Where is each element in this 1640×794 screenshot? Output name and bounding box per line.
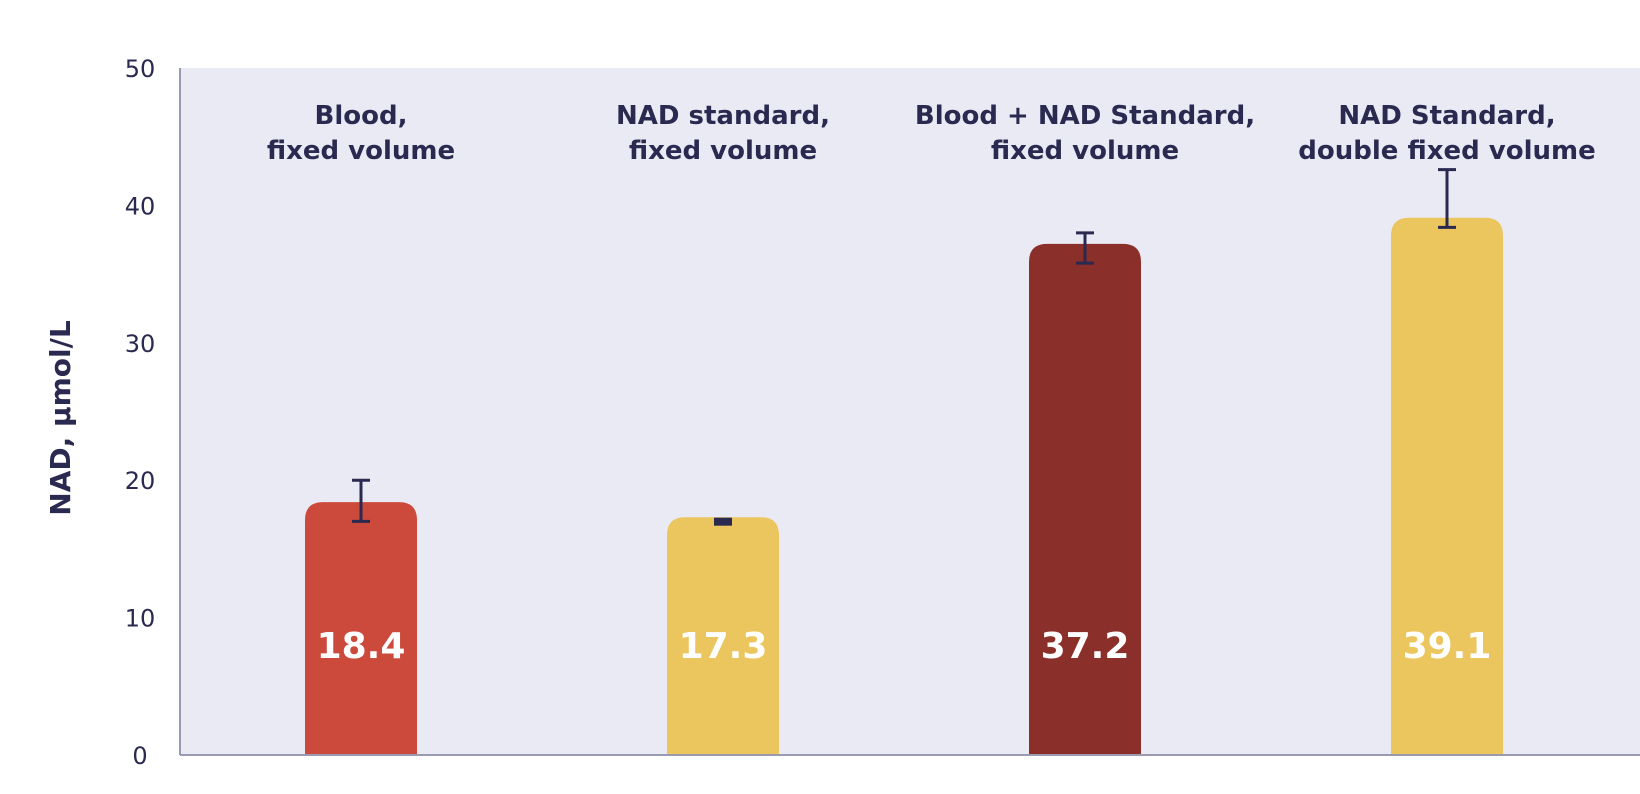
category-label: NAD Standard, double fixed volume	[1298, 101, 1596, 166]
y-tick-label: 0	[132, 742, 147, 770]
category-label: Blood, fixed volume	[267, 101, 455, 166]
y-tick-label: 10	[125, 605, 156, 633]
category-label-line: double fixed volume	[1298, 136, 1596, 166]
bars	[305, 217, 1503, 756]
category-label-line: fixed volume	[991, 136, 1179, 166]
y-tick-label: 50	[125, 55, 156, 83]
error-bar	[1438, 168, 1456, 229]
error-bar	[714, 517, 732, 526]
bar-value-label: 18.4	[317, 626, 406, 667]
category-label: NAD standard, fixed volume	[616, 101, 830, 166]
y-tick-label: 20	[125, 467, 156, 495]
bar	[667, 517, 779, 755]
error-bar-cap	[714, 517, 732, 526]
bar-value-label: 39.1	[1403, 626, 1492, 667]
error-bars	[352, 168, 1456, 526]
category-label: Blood + NAD Standard, fixed volume	[915, 101, 1255, 166]
y-tick-label: 30	[125, 330, 156, 358]
y-axis-label: NAD, µmol/L	[44, 320, 77, 516]
bar	[305, 502, 417, 755]
y-tick-label: 40	[125, 192, 156, 220]
error-bar	[1076, 231, 1094, 265]
bar-value-label: 17.3	[679, 626, 768, 667]
category-label-line: fixed volume	[629, 136, 817, 166]
category-label-line: NAD Standard,	[1338, 101, 1555, 131]
category-label-line: Blood + NAD Standard,	[915, 101, 1255, 131]
error-bar	[352, 478, 370, 523]
category-labels: Blood, fixed volume NAD standard, fixed vol…	[267, 101, 1596, 166]
bar	[1029, 243, 1141, 755]
bar	[1391, 217, 1503, 756]
y-axis-ticks: 0 10 20 30 40 50	[125, 55, 156, 770]
value-labels: 18.4 17.3 37.2 39.1	[317, 626, 1492, 667]
category-label-line: fixed volume	[267, 136, 455, 166]
category-label-line: NAD standard,	[616, 101, 830, 131]
category-label-line: Blood,	[315, 101, 408, 131]
bar-value-label: 37.2	[1041, 626, 1130, 667]
